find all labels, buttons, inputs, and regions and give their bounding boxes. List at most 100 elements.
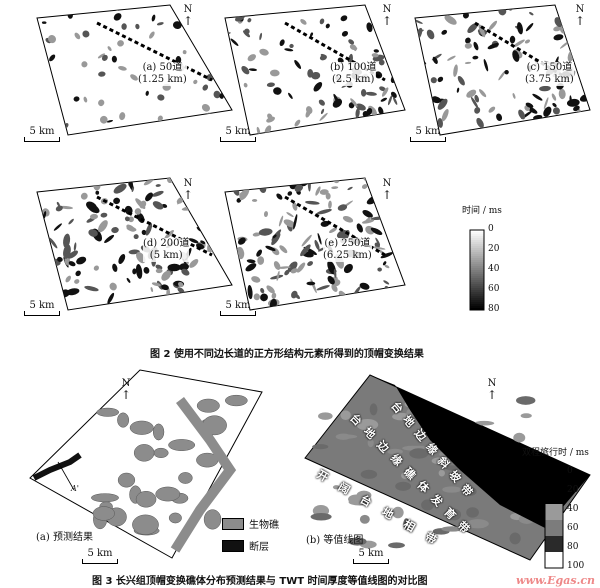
colorbar-step [470,236,484,238]
texture-blob [513,39,525,48]
texture-blob [432,56,438,64]
texture-blob [380,97,387,102]
contour-patch [513,432,526,443]
texture-blob [256,126,261,135]
texture-blob [416,79,424,86]
texture-blob [271,292,277,299]
reef-body [168,439,196,451]
reef-body [155,486,181,502]
reef-body [91,493,119,503]
texture-blob [430,77,437,84]
texture-blob [230,38,239,47]
texture-blob [95,190,100,195]
texture-blob [146,299,152,307]
texture-blob [107,292,115,304]
texture-blob [196,226,202,232]
texture-blob [43,288,50,298]
texture-blob [273,87,282,95]
colorbar-step [470,264,484,266]
texture-blob [241,65,250,75]
texture-blob [284,48,294,52]
texture-blob [552,107,560,115]
texture-blob [248,68,258,72]
texture-blob [483,130,491,135]
texture-blob [483,59,489,72]
texture-blob [82,30,90,38]
scale-label: 5 km [415,126,441,137]
texture-blob [366,22,373,33]
texture-blob [272,234,277,239]
texture-blob [524,39,531,44]
contour-patch [336,434,358,439]
texture-blob [525,102,534,109]
contour-patch [360,469,378,479]
arrow-up-icon: ↑ [120,388,132,402]
contour-patch [466,519,489,529]
scale-bar: 5 km [24,126,60,142]
texture-blob [63,233,71,248]
arrow-up-icon: ↑ [182,14,194,28]
texture-blob [126,226,137,232]
texture-blob [73,5,78,12]
texture-blob [286,212,294,218]
texture-blob [134,208,142,215]
north-arrow: N ↑ [182,178,194,201]
texture-blob [467,23,478,33]
texture-blob [111,227,119,234]
panel-label-text: (b) 100道 [330,62,377,73]
texture-blob [236,178,244,185]
texture-blob [48,35,57,44]
panel-d-label: (d) 200道 (5 km) [143,238,190,262]
texture-blob [447,55,456,61]
panel-label-sub: (3.75 km) [525,74,574,85]
texture-blob [42,211,47,220]
texture-blob [151,14,156,22]
texture-blob [378,59,385,66]
texture-blob [258,228,273,236]
colorbar-tick: 20 [567,485,579,495]
texture-blob [239,183,244,190]
panel-label-text: (a) 50道 [142,62,183,73]
texture-blob [498,70,506,81]
texture-blob [131,186,135,193]
colorbar-step [470,256,484,258]
texture-blob [319,189,329,195]
colorbar-step [470,246,484,248]
texture-blob [210,8,217,15]
texture-blob [38,253,49,265]
colorbar-step [470,284,484,286]
contour-patch [332,485,340,490]
texture-blob [465,37,471,44]
texture-blob [243,82,248,88]
texture-blob [155,184,161,187]
panel-b-label: (b) 等值线图 [306,535,364,546]
texture-blob [382,304,395,310]
section-end-label: A' [71,484,79,493]
texture-blob [106,119,114,123]
texture-blob [279,245,288,254]
panel-e-label: (e) 250道 (6.25 km) [323,238,372,262]
texture-blob [99,115,108,124]
texture-blob [188,238,199,244]
texture-blob [266,82,275,88]
contour-patch [509,532,521,545]
colorbar-tick: 40 [488,264,500,274]
texture-blob [355,303,366,310]
texture-blob [226,233,233,244]
scale-line [410,137,446,142]
contour-patch [387,448,403,455]
fault-trend [284,195,386,257]
texture-blob [473,41,479,51]
texture-blob [553,34,564,41]
texture-blob [241,178,254,187]
texture-blob [362,209,373,218]
texture-blob [328,200,332,209]
texture-blob [383,280,390,285]
colorbar-tick: 80 [488,304,500,314]
texture-blob [355,108,360,119]
texture-blob [396,218,405,230]
texture-blob [400,72,405,78]
texture-blob [42,252,52,259]
texture-blob [453,64,458,77]
texture-blob [400,6,405,14]
